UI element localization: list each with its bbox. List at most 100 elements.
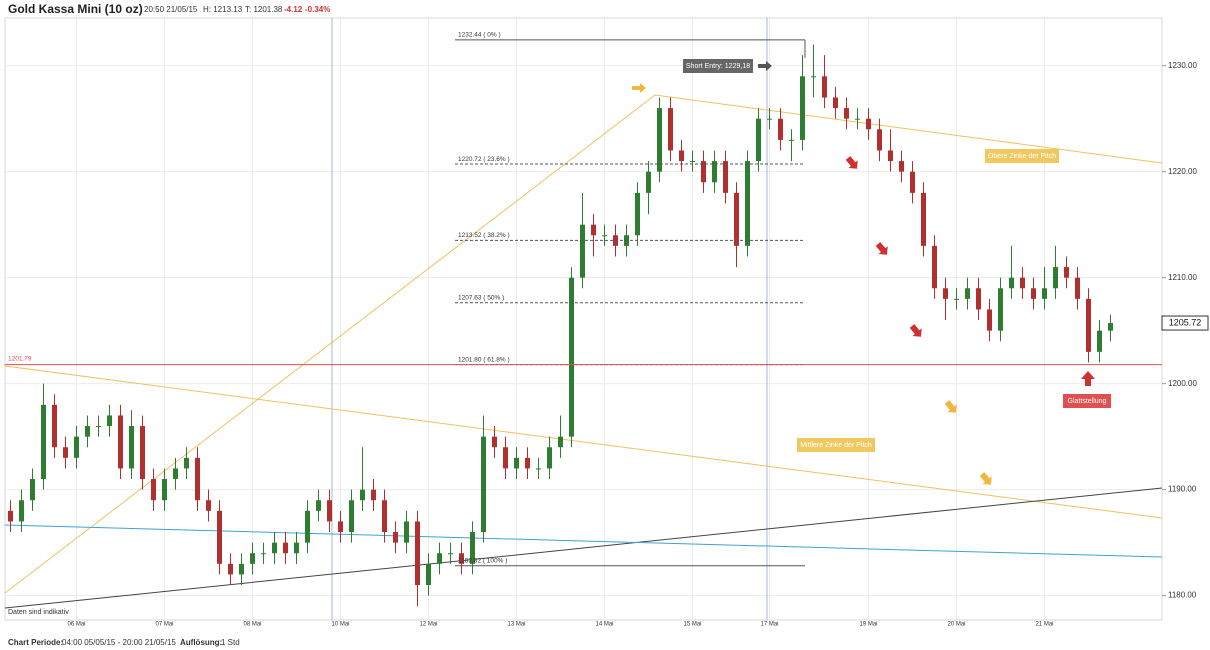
fib-label: 1220.72 ( 23.6% ) bbox=[458, 156, 510, 163]
candle-body bbox=[360, 489, 365, 501]
candle-body bbox=[679, 150, 684, 162]
arrow bbox=[845, 156, 858, 169]
annotation-box bbox=[985, 149, 1059, 163]
x-tick-label: 19 Mai bbox=[859, 622, 877, 628]
candle-body bbox=[778, 118, 783, 140]
footer-period: 04:00 05/05/15 - 20:00 21/05/15 bbox=[62, 638, 176, 647]
candle-body bbox=[1075, 277, 1080, 299]
candle-body bbox=[734, 192, 739, 246]
arrow bbox=[944, 400, 957, 413]
header-change-pct: -0.34% bbox=[305, 5, 330, 14]
candle-body bbox=[41, 404, 46, 480]
candle-body bbox=[789, 139, 794, 141]
candle-body bbox=[602, 235, 607, 237]
candle-body bbox=[250, 553, 255, 564]
candle-body bbox=[305, 510, 310, 543]
y-tick-label: 1230.00 bbox=[1168, 61, 1197, 70]
candle-body bbox=[74, 436, 79, 458]
candle-body bbox=[998, 288, 1003, 331]
candle-body bbox=[965, 288, 970, 299]
x-tick-label: 17 Mai bbox=[760, 622, 778, 628]
candle-body bbox=[1009, 277, 1014, 289]
arrow bbox=[875, 242, 888, 255]
x-tick-label: 12 Mai bbox=[419, 622, 437, 628]
candle-body bbox=[932, 245, 937, 289]
candle-body bbox=[514, 457, 519, 469]
candle-body bbox=[63, 447, 68, 458]
candle-body bbox=[701, 161, 706, 183]
candle-body bbox=[129, 426, 134, 469]
annotation-box bbox=[683, 59, 753, 73]
candle-body bbox=[283, 542, 288, 554]
candle-body bbox=[338, 521, 343, 533]
last-price-box bbox=[1161, 315, 1209, 331]
data-layer: 1232.44 ( 0% ) 1220.72 ( 23.6% ) 1213.52 (… bbox=[5, 32, 1209, 607]
candle-body bbox=[1097, 330, 1102, 352]
y-tick-label: 1220.00 bbox=[1168, 167, 1197, 176]
candle-body bbox=[85, 426, 90, 437]
candle-body bbox=[52, 404, 57, 448]
arrow bbox=[758, 61, 772, 71]
y-tick-label: 1210.00 bbox=[1168, 273, 1197, 282]
candle-body bbox=[107, 415, 112, 427]
candle-body bbox=[239, 563, 244, 575]
candle-body bbox=[877, 129, 882, 151]
candle-body bbox=[316, 500, 321, 511]
arrow bbox=[979, 472, 992, 485]
candle-body bbox=[404, 521, 409, 543]
arrow bbox=[909, 324, 922, 337]
annotation-box bbox=[797, 438, 875, 452]
candle-body bbox=[393, 532, 398, 543]
fib-label: 1213.52 ( 38.2% ) bbox=[458, 232, 510, 239]
candle-body bbox=[833, 97, 838, 109]
candle-body bbox=[426, 563, 431, 586]
candle-body bbox=[19, 500, 24, 522]
trend-lines bbox=[4, 94, 1163, 609]
y-tick-label: 1200.00 bbox=[1168, 379, 1197, 388]
candle-body bbox=[261, 553, 266, 555]
candle-body bbox=[646, 171, 651, 193]
candle-body bbox=[140, 426, 145, 480]
candle-body bbox=[30, 479, 35, 501]
last-price-label: 1205.72 bbox=[1169, 317, 1202, 327]
x-tick-label: 07 Mai bbox=[155, 622, 173, 628]
candle-body bbox=[899, 161, 904, 172]
candle-body bbox=[151, 479, 156, 501]
footer-label: Chart Periode: bbox=[8, 638, 63, 647]
x-tick-label: 08 Mai bbox=[243, 622, 261, 628]
candle-body bbox=[195, 457, 200, 501]
candle-body bbox=[822, 76, 827, 98]
candle-body bbox=[1108, 323, 1113, 331]
candle-body bbox=[228, 563, 233, 575]
candle-body bbox=[459, 553, 464, 564]
candle-body bbox=[503, 447, 508, 469]
candle-body bbox=[448, 553, 453, 555]
candle-body bbox=[1031, 288, 1036, 299]
x-tick-label: 14 Mai bbox=[595, 622, 613, 628]
candle-body bbox=[1064, 267, 1069, 278]
x-tick-label: 15 Mai bbox=[683, 622, 701, 628]
candle-body bbox=[1053, 267, 1058, 289]
candle-body bbox=[767, 118, 772, 120]
candle-body bbox=[723, 161, 728, 193]
footer-resolution: 1 Std bbox=[221, 638, 240, 647]
annotation: Glattstellung bbox=[1068, 398, 1107, 405]
y-tick-label: 1190.00 bbox=[1168, 485, 1197, 494]
candle-body bbox=[272, 542, 277, 554]
x-tick-label: 21 Mai bbox=[1035, 622, 1053, 628]
note: Daten sind indikativ bbox=[8, 609, 69, 616]
candle-body bbox=[294, 542, 299, 554]
candle-body bbox=[811, 76, 816, 78]
x-tick-label: 10 Mai bbox=[331, 622, 349, 628]
trend-line bbox=[4, 524, 1163, 558]
candle-body bbox=[888, 150, 893, 162]
fib-label: 1182.82 ( 100% ) bbox=[458, 557, 507, 564]
candle-body bbox=[1086, 298, 1091, 352]
candle-body bbox=[690, 161, 695, 163]
header-low: T: 1201.38 bbox=[245, 5, 283, 14]
annotation: Obere Zinke der Pitch bbox=[988, 153, 1056, 160]
candle-body bbox=[657, 108, 662, 172]
x-tick-label: 20 Mai bbox=[947, 622, 965, 628]
arrow bbox=[1081, 371, 1095, 386]
